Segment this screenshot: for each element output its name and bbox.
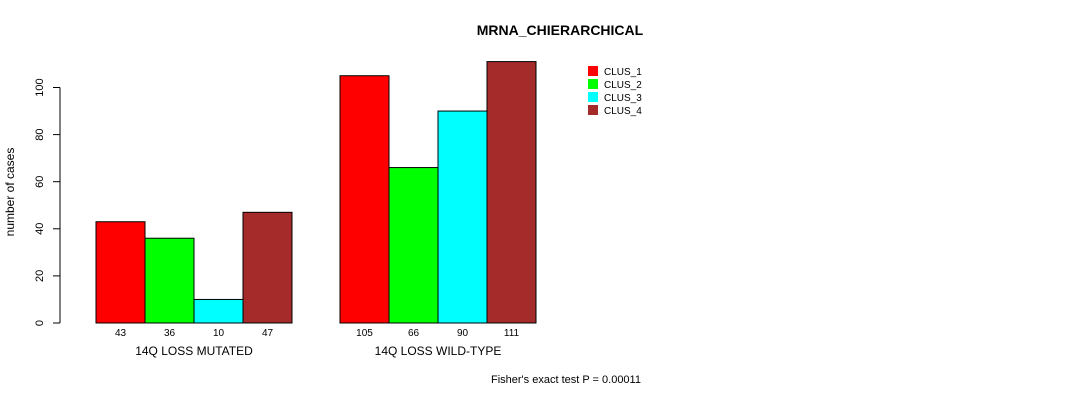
bar-value-label: 47 (262, 328, 274, 339)
x-group-label: 14Q LOSS WILD-TYPE (375, 344, 502, 358)
y-tick-label: 40 (34, 223, 46, 235)
y-tick-label: 80 (34, 128, 46, 140)
y-tick-label: 60 (34, 176, 46, 188)
bar (339, 75, 390, 324)
chart-title: MRNA_CHIERARCHICAL (477, 22, 644, 38)
fisher-test-note: Fisher's exact test P = 0.00011 (491, 374, 641, 386)
bar (437, 110, 488, 324)
bar-value-label: 36 (164, 328, 176, 339)
legend-swatch (588, 105, 598, 115)
bar-value-label: 90 (457, 328, 469, 339)
legend-swatch (588, 66, 598, 76)
bar-value-label: 43 (115, 328, 127, 339)
legend: CLUS_1 CLUS_2 CLUS_3 CLUS_4 (588, 66, 642, 117)
bar (95, 221, 146, 324)
y-tick-label: 100 (34, 78, 46, 96)
legend-label: CLUS_2 (604, 80, 642, 91)
y-tick-label: 0 (34, 320, 46, 326)
bar (486, 61, 537, 324)
bar (144, 237, 195, 324)
y-axis-label: number of cases (3, 148, 17, 237)
bar-value-label: 105 (356, 328, 373, 339)
legend-label: CLUS_4 (604, 106, 642, 117)
bar-value-label: 66 (408, 328, 420, 339)
legend-swatch (588, 79, 598, 89)
legend-label: CLUS_3 (604, 93, 642, 104)
y-axis: 0 20 40 60 80 100 (34, 78, 61, 326)
x-group-label: 14Q LOSS MUTATED (135, 344, 253, 358)
bar-value-label: 111 (504, 328, 520, 339)
bar-value-label: 10 (213, 328, 225, 339)
legend-label: CLUS_1 (604, 67, 642, 78)
bar (242, 211, 293, 324)
bar (388, 167, 439, 324)
bar (193, 298, 244, 324)
y-tick-label: 20 (34, 270, 46, 282)
legend-swatch (588, 92, 598, 102)
